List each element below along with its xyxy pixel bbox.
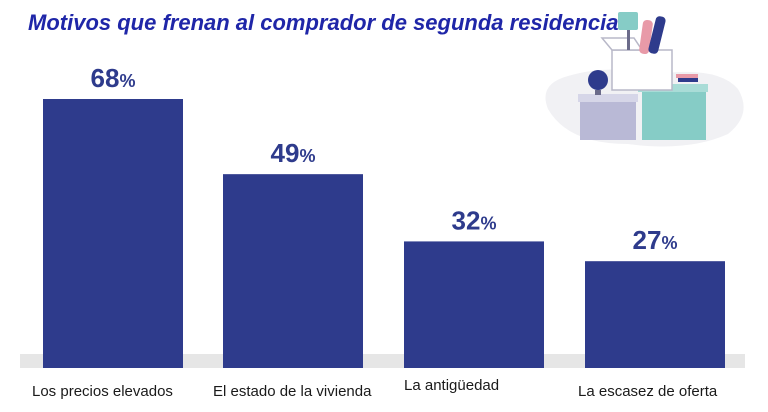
open-box-flap: [600, 37, 644, 51]
lavender-box-lid: [578, 94, 638, 102]
value-label-2: 49%: [271, 138, 316, 168]
bar-1: [43, 99, 183, 368]
chart-title: Motivos que frenan al comprador de segun…: [28, 10, 619, 35]
moving-boxes-illustration: [545, 12, 744, 147]
lavender-box: [580, 100, 636, 140]
teal-box: [642, 90, 706, 140]
category-label-2: El estado de la vivienda: [213, 383, 372, 400]
teal-box-lid: [638, 84, 708, 92]
open-box: [611, 49, 673, 91]
value-label-1: 68%: [91, 63, 136, 93]
bar-4: [585, 261, 725, 368]
category-label-3: La antigüedad: [404, 377, 499, 394]
chart-baseline: [20, 354, 745, 368]
books-stack-2: [678, 78, 698, 82]
value-label-3: 32%: [452, 205, 497, 235]
value-label-4: 27%: [633, 225, 678, 255]
category-label-1: Los precios elevados: [32, 383, 173, 400]
lamp-stem: [627, 30, 630, 50]
lamp-shade: [618, 12, 638, 30]
globe-stand: [595, 90, 601, 95]
bar-2: [223, 174, 363, 368]
globe-icon: [588, 70, 608, 90]
category-label-4: La escasez de oferta: [578, 383, 718, 400]
bar-3: [404, 241, 544, 368]
books-stack: [676, 74, 698, 78]
rolled-poster-navy: [648, 16, 666, 54]
